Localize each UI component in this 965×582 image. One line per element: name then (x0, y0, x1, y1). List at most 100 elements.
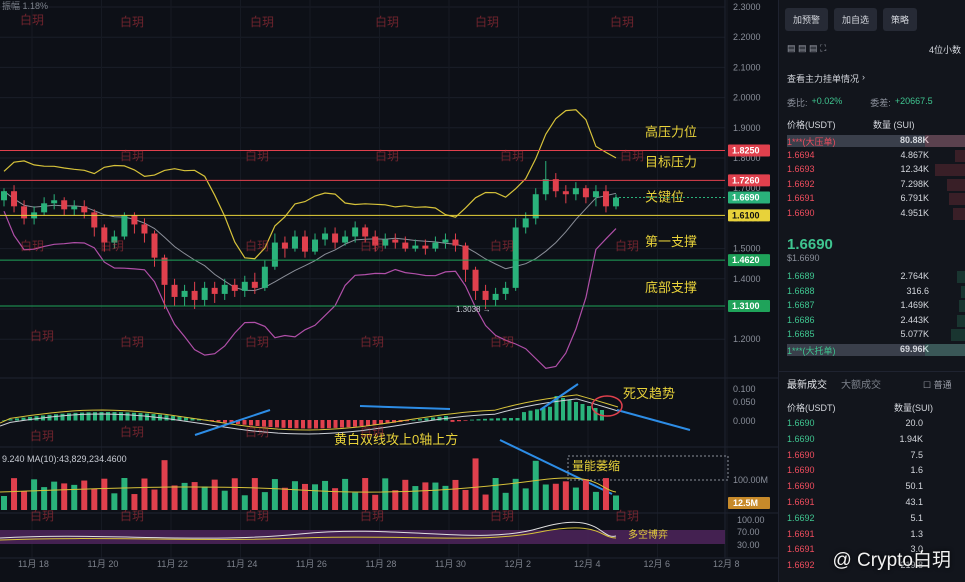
bid-row[interactable]: 1.6686 2.443K (787, 314, 965, 327)
filter-checkbox[interactable]: ☐ 普通 (923, 380, 952, 390)
ask-row[interactable]: 1.6694 4.867K (787, 149, 965, 162)
trade-row: 1.6691 43.1 (787, 497, 965, 509)
watermark-text: 白玥 (30, 428, 54, 443)
level-tag-bg (728, 254, 770, 267)
ask-row[interactable]: 1.6691 6.791K (787, 193, 965, 205)
bid-row[interactable]: 1.6688 316.6 (787, 285, 965, 298)
ask-qty: 4.867K (900, 149, 929, 160)
macd-bar (171, 415, 175, 421)
watermark-text: 白玥 (490, 334, 514, 349)
macd-bar (320, 420, 325, 429)
ratio-row: 委比: +0.02% 委差: +20667.5 (787, 96, 933, 108)
ask-row[interactable]: 1.6692 7.298K (787, 178, 965, 191)
candle-body (81, 206, 88, 213)
volume-bar (111, 493, 118, 510)
macd-bar (372, 420, 377, 425)
chart-area[interactable]: 2.3000 2.2000 2.1000 2.0000 1.9000 1.8000 1.70… (0, 0, 778, 582)
macd-bar (470, 419, 474, 421)
macd-bar (535, 409, 539, 421)
macd-bar (541, 407, 546, 421)
watermark-text: 白玥 (475, 14, 499, 29)
volume-bar (31, 479, 38, 510)
book-toolbar: ▤ ▤ ▤ ⛶ 4位小数 (787, 43, 961, 56)
macd-bar (132, 412, 136, 421)
alert-button[interactable]: 加预警 (785, 8, 829, 31)
watchlist-button[interactable]: 加自选 (834, 8, 878, 31)
candle-body (372, 236, 379, 246)
candle-body (101, 227, 108, 243)
ask-row[interactable]: 1***(大压单) 80.88K (787, 135, 965, 147)
trade-price: 1.6692 (787, 512, 815, 523)
amplitude-label: 振幅 1.18% (2, 0, 48, 11)
volume-bar (131, 494, 138, 510)
orders-link-row[interactable]: 查看主力挂单情况 › (787, 72, 961, 85)
watermark-text: 白玥 (490, 508, 514, 523)
candle-body (322, 233, 329, 240)
date-tick-label: 11月 18 (18, 559, 49, 569)
macd-bar (86, 412, 91, 421)
tab-latest-trades[interactable]: 最新成交 (787, 380, 827, 391)
ask-qty: 7.298K (900, 178, 929, 189)
volume-note-label: 量能萎缩 (572, 458, 620, 473)
candle-body (342, 236, 349, 243)
candle-body (472, 269, 479, 291)
ask-depth-bar (949, 193, 965, 205)
candle-body (562, 191, 569, 195)
volume-tag: 12.5M (733, 498, 758, 508)
bid-row[interactable]: 1***(大托单) 69.96K (787, 343, 965, 356)
volume-ma-label: 9.240 MA(10):43,829,234.4600 (2, 454, 127, 464)
macd-bar (522, 412, 526, 421)
trade-price: 1.6691 (787, 544, 815, 555)
volume-bar (452, 479, 459, 510)
macd-bar (379, 420, 383, 425)
bid-row[interactable]: 1.6689 2.764K (787, 271, 965, 283)
volume-bar (322, 480, 329, 510)
trade-row: 1.6691 3.0 (787, 544, 965, 556)
price-chart[interactable]: 2.3000 2.2000 2.1000 2.0000 1.9000 1.8000 1.70… (0, 0, 778, 582)
ask-row[interactable]: 1.6690 4.951K (787, 207, 965, 220)
bollinger-lower-line (3, 210, 617, 369)
level-tag: 1.8250 (732, 145, 760, 155)
level-label: 关键位 (645, 189, 684, 204)
orders-link[interactable]: 查看主力挂单情况 (787, 74, 860, 84)
candle-body (432, 242, 439, 249)
trade-price: 1.6692 (787, 560, 815, 571)
macd-bar (431, 417, 435, 421)
precision-select[interactable]: 4位小数 (928, 45, 961, 55)
volume-bar (291, 481, 298, 510)
volume-bar (512, 478, 519, 510)
candle-body (21, 206, 28, 219)
volume-bar (41, 487, 48, 510)
ask-row[interactable]: 1.6693 12.34K (787, 164, 965, 176)
bid-row[interactable]: 1.6685 5.077K (787, 329, 965, 341)
candle-body (201, 287, 208, 300)
volume-ma-line (0, 477, 617, 493)
macd-bar (21, 417, 26, 421)
chevron-right-icon: › (862, 72, 866, 82)
candle-body (502, 287, 509, 294)
macd-bar (216, 420, 221, 422)
strategy-button[interactable]: 策略 (883, 8, 918, 31)
macd-bar (574, 402, 578, 421)
macd-bar (392, 420, 396, 423)
bid-row[interactable]: 1.6687 1.469K (787, 300, 965, 312)
macd-bar (236, 420, 240, 425)
trade-qty: 7.5 (910, 449, 923, 460)
filter-label: 普通 (933, 380, 952, 390)
macd-bar (528, 410, 533, 421)
volume-bar (532, 460, 539, 510)
candle-body (512, 227, 519, 288)
volume-bar (61, 483, 68, 510)
order-panel: 加预警 加自选 策略 ▤ ▤ ▤ ⛶ 4位小数 查看主力挂单情况 › 委比: +… (778, 0, 965, 582)
level-label: 第一支撑 (645, 234, 697, 249)
candle-body (522, 218, 529, 228)
candle-body (151, 233, 158, 258)
watermark-text: 白玥 (360, 238, 384, 253)
current-price-tag: 1.6690 (732, 193, 760, 203)
action-buttons: 加预警 加自选 策略 (785, 8, 918, 31)
macd-bar (28, 416, 32, 421)
tab-large-trades[interactable]: 大额成交 (841, 380, 881, 391)
trade-row: 1.6690 20.0 (787, 418, 965, 430)
ask-qty: 12.34K (900, 164, 929, 174)
book-view-icon[interactable]: ▤ ▤ ▤ ⛶ (787, 43, 827, 53)
